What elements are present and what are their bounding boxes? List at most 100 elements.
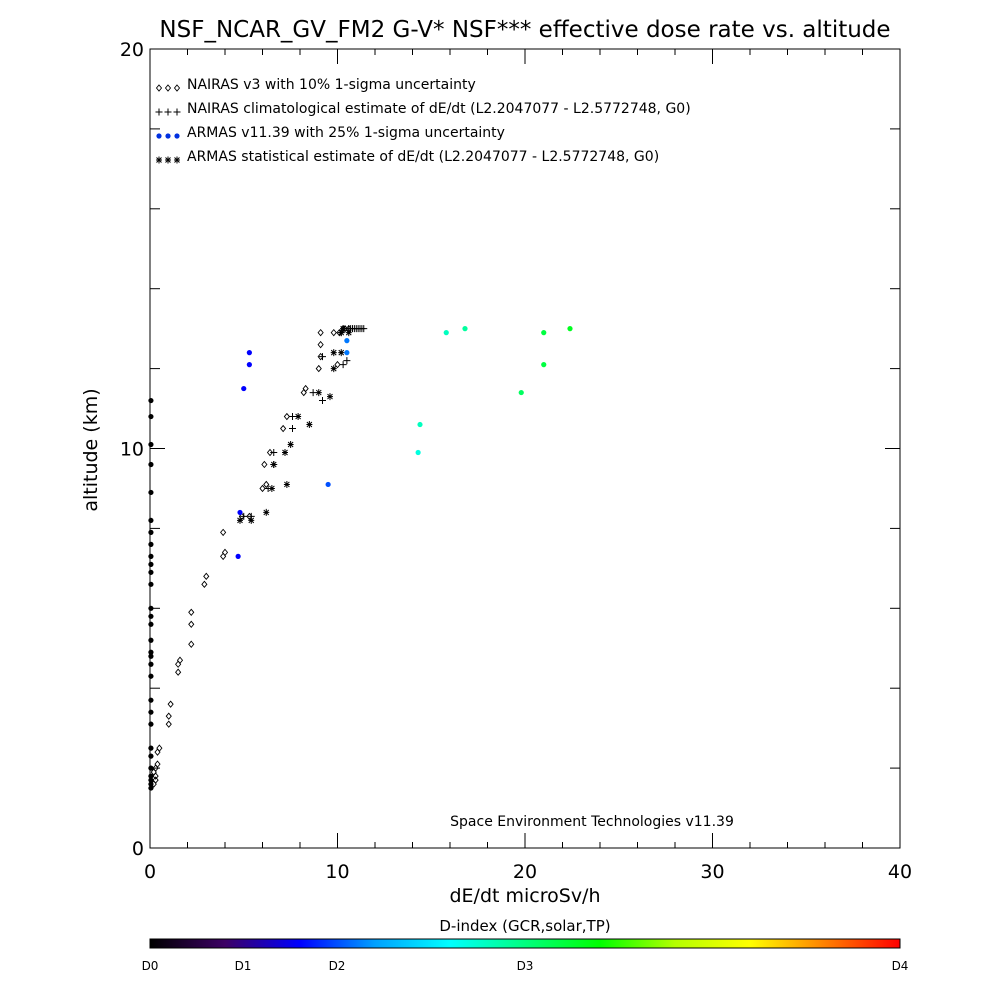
- data-point: [327, 393, 333, 401]
- data-point: [235, 553, 241, 559]
- data-point: [289, 413, 296, 421]
- data-point: [148, 397, 154, 404]
- data-point: [268, 484, 275, 492]
- x-tick-label: 20: [513, 861, 537, 883]
- legend-label: NAIRAS v3 with 10% 1-sigma uncertainty: [187, 77, 476, 93]
- data-point: [175, 660, 182, 668]
- legend-marker: [165, 156, 171, 164]
- data-point: [148, 489, 154, 496]
- data-point: [152, 776, 159, 784]
- data-point: [339, 361, 347, 369]
- data-point: [167, 700, 174, 708]
- data-point: [148, 561, 154, 567]
- y-tick-label: 10: [120, 439, 144, 461]
- legend-marker: [164, 84, 172, 92]
- x-axis-label: dE/dt microSv/h: [449, 885, 600, 907]
- series-3: [148, 326, 573, 791]
- legend-label: ARMAS v11.39 with 25% 1-sigma uncertaint…: [187, 125, 505, 141]
- data-point: [330, 349, 337, 357]
- legend-marker: [164, 108, 172, 116]
- data-point: [221, 548, 229, 557]
- data-point: [309, 389, 317, 397]
- series-4: [237, 325, 352, 524]
- legend-label: NAIRAS climatological estimate of dE/dt …: [187, 101, 691, 117]
- data-point: [289, 425, 296, 433]
- data-point: [148, 753, 154, 759]
- data-point: [417, 421, 423, 428]
- data-point: [246, 362, 252, 368]
- data-point: [330, 365, 337, 373]
- data-point: [325, 481, 331, 488]
- data-point: [148, 653, 154, 659]
- data-point: [148, 649, 154, 655]
- data-point: [343, 357, 351, 365]
- data-point: [344, 338, 350, 344]
- data-point: [319, 397, 326, 405]
- data-point: [338, 329, 345, 337]
- data-point: [241, 385, 247, 392]
- data-point: [148, 553, 154, 559]
- data-point: [334, 360, 341, 369]
- axis-ticks: [149, 48, 901, 849]
- data-point: [240, 512, 248, 520]
- data-point: [246, 350, 252, 356]
- data-point: [148, 461, 154, 468]
- data-point: [148, 621, 154, 627]
- data-point: [266, 448, 274, 457]
- data-point: [148, 785, 154, 791]
- data-point: [237, 509, 243, 516]
- data-point: [306, 421, 313, 429]
- data-point: [148, 745, 154, 751]
- axis-tick-labels: 0 10 20 30 40 0 10 20: [120, 39, 912, 883]
- data-point: [315, 364, 322, 373]
- data-point: [203, 572, 210, 581]
- data-point: [541, 330, 547, 336]
- data-point: [148, 581, 154, 587]
- data-point: [261, 460, 268, 469]
- data-point: [175, 668, 182, 676]
- data-point: [148, 673, 154, 679]
- data-point: [263, 508, 270, 516]
- legend-marker: [156, 133, 162, 139]
- data-point: [263, 480, 270, 489]
- legend-marker: [174, 156, 180, 164]
- data-point: [148, 781, 154, 787]
- data-point: [283, 480, 290, 488]
- x-tick-label: 0: [144, 861, 156, 883]
- x-tick-label: 30: [700, 861, 724, 883]
- legend-marker: [165, 133, 171, 139]
- data-point: [317, 340, 324, 349]
- data-point: [148, 637, 154, 643]
- legend: NAIRAS v3 with 10% 1-sigma uncertainty NA…: [155, 77, 691, 165]
- x-tick-label: 10: [325, 861, 349, 883]
- data-point: [220, 552, 227, 561]
- data-point: [282, 448, 288, 456]
- data-point: [148, 441, 154, 448]
- data-point: [319, 353, 326, 361]
- y-axis-label: altitude (km): [80, 388, 102, 511]
- series-2: [240, 325, 368, 520]
- annotation-credit: Space Environment Technologies v11.39: [450, 814, 734, 830]
- data-point: [344, 350, 350, 356]
- data-point: [188, 608, 195, 616]
- data-point: [188, 620, 195, 628]
- colorbar-tick-label: D2: [329, 959, 346, 973]
- data-point: [270, 448, 278, 456]
- data-point: [518, 389, 524, 396]
- data-point: [541, 362, 547, 368]
- data-point: [340, 325, 347, 333]
- data-point: [295, 413, 302, 421]
- data-point: [148, 605, 154, 611]
- data-point: [148, 569, 154, 575]
- chart-title: NSF_NCAR_GV_FM2 G-V* NSF*** effective do…: [159, 17, 890, 43]
- legend-marker: [173, 108, 181, 116]
- data-point: [237, 516, 243, 524]
- data-point: [345, 329, 352, 337]
- data-point: [567, 326, 573, 332]
- data-point: [315, 389, 322, 397]
- data-point: [148, 661, 154, 667]
- data-point: [148, 413, 154, 420]
- data-point: [154, 760, 161, 768]
- data-point: [443, 330, 449, 336]
